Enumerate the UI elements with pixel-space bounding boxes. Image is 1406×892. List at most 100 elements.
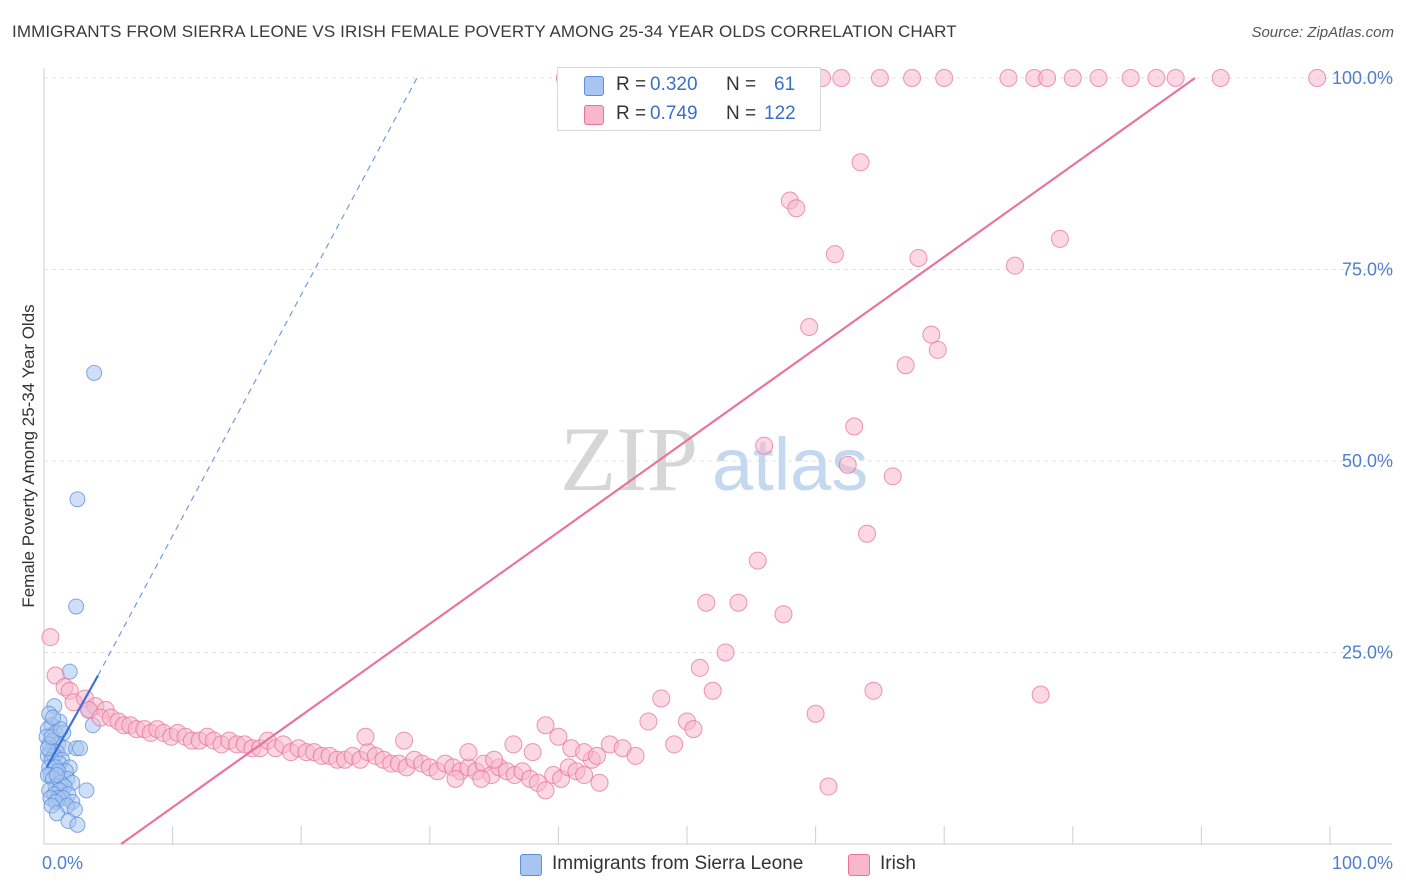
data-point: [755, 436, 774, 455]
legend-r-value: 0.749: [650, 103, 698, 124]
data-point: [1050, 229, 1069, 248]
data-point: [665, 735, 684, 754]
data-point: [485, 750, 504, 769]
data-point: [1211, 69, 1230, 87]
data-point: [1038, 69, 1057, 87]
legend-swatch-irish: [584, 105, 604, 125]
data-point: [587, 746, 606, 765]
series-irish: [41, 69, 1327, 800]
legend-n-value: 61: [774, 74, 796, 95]
legend-label: Irish: [880, 853, 916, 874]
data-point: [590, 773, 609, 792]
grid-lines: [44, 77, 1392, 653]
data-point: [536, 716, 555, 735]
legend-swatch-sierra-leone: [520, 854, 542, 876]
stats-legend: R = 0.320 N = 61 R = 0.749 N = 122: [557, 67, 821, 131]
data-point: [45, 709, 62, 726]
data-point: [1308, 69, 1327, 87]
data-point: [864, 681, 883, 700]
data-point: [575, 766, 594, 785]
series-layer: [38, 69, 1327, 833]
data-point: [1031, 685, 1050, 704]
data-point: [459, 743, 478, 762]
y-tick-label: 50.0%: [1342, 451, 1393, 471]
data-point: [800, 317, 819, 336]
legend-row-irish: R = 0.749 N = 122: [558, 100, 820, 128]
data-point: [536, 781, 555, 800]
data-point: [909, 249, 928, 268]
data-point: [472, 769, 491, 788]
data-point: [851, 153, 870, 172]
data-point: [832, 69, 851, 87]
chart-title: IMMIGRANTS FROM SIERRA LEONE VS IRISH FE…: [12, 22, 957, 41]
legend-r-label: R =: [616, 74, 647, 95]
trend-layer: [45, 77, 1196, 845]
data-point: [774, 605, 793, 624]
data-point: [626, 746, 645, 765]
data-point: [69, 816, 86, 833]
trend-line-sierra-leone: [45, 674, 99, 768]
watermark-zip: ZIP: [560, 408, 698, 510]
data-point: [72, 740, 89, 757]
legend-n-value: 122: [764, 103, 796, 124]
data-point: [690, 658, 709, 677]
data-point: [48, 767, 65, 784]
data-point: [61, 663, 78, 680]
source-credit: Source: ZipAtlas.com: [1251, 24, 1394, 41]
data-point: [684, 720, 703, 739]
y-axis-label: Female Poverty Among 25-34 Year Olds: [19, 304, 38, 607]
data-point: [858, 524, 877, 543]
data-point: [1147, 69, 1166, 87]
data-point: [870, 69, 889, 87]
data-point: [845, 417, 864, 436]
data-point: [639, 712, 658, 731]
data-point: [697, 593, 716, 612]
data-point: [903, 69, 922, 87]
data-point: [787, 199, 806, 218]
data-point: [48, 805, 65, 822]
legend-r-value: 0.320: [650, 74, 698, 95]
legend-n-label: N =: [726, 103, 757, 124]
legend-row-sierra-leone: R = 0.320 N = 61: [558, 71, 820, 99]
data-point: [1063, 69, 1082, 87]
data-point: [446, 769, 465, 788]
watermark: ZIP atlas: [560, 408, 868, 510]
data-point: [1089, 69, 1108, 87]
data-point: [1166, 69, 1185, 87]
x-tick-label: 100.0%: [1332, 853, 1393, 873]
data-point: [806, 704, 825, 723]
legend-swatch-sierra-leone: [584, 76, 604, 96]
data-point: [922, 325, 941, 344]
data-point: [928, 340, 947, 359]
data-point: [523, 743, 542, 762]
data-point: [395, 731, 414, 750]
data-point: [748, 551, 767, 570]
tick-labels: 25.0% 50.0% 75.0% 100.0% 0.0% 100.0%: [42, 68, 1393, 873]
data-point: [729, 593, 748, 612]
data-point: [883, 467, 902, 486]
y-tick-label: 100.0%: [1332, 68, 1393, 88]
data-point: [935, 69, 954, 87]
legend-label: Immigrants from Sierra Leone: [552, 853, 804, 874]
data-point: [504, 735, 523, 754]
data-point: [838, 455, 857, 474]
x-tick-label: 0.0%: [42, 853, 83, 873]
trend-line-irish: [120, 77, 1196, 845]
data-point: [78, 782, 95, 799]
data-point: [549, 727, 568, 746]
data-point: [819, 777, 838, 796]
data-point: [356, 727, 375, 746]
legend-r-label: R =: [616, 103, 647, 124]
data-point: [896, 356, 915, 375]
data-point: [703, 681, 722, 700]
data-point: [652, 689, 671, 708]
data-point: [86, 364, 103, 381]
trend-extension-sierra-leone: [97, 77, 418, 676]
data-point: [41, 628, 60, 647]
data-point: [69, 491, 86, 508]
y-tick-label: 25.0%: [1342, 643, 1393, 663]
y-tick-label: 75.0%: [1342, 260, 1393, 280]
data-point: [68, 598, 85, 615]
data-point: [716, 643, 735, 662]
